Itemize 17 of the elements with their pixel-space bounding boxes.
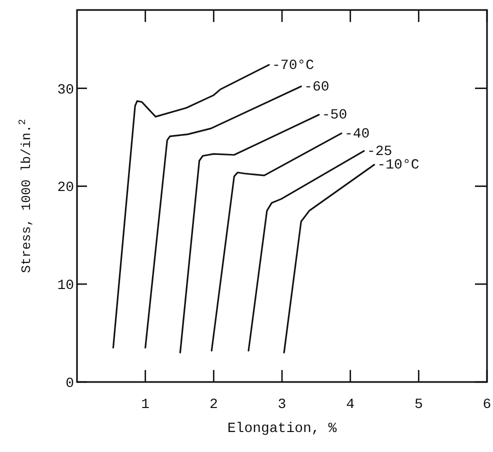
series-label: -25 [367, 144, 392, 160]
y-tick-label: 0 [66, 376, 74, 392]
y-tick-label: 20 [57, 180, 74, 196]
x-tick-label: 3 [278, 397, 286, 413]
y-tick-label: 10 [57, 278, 74, 294]
x-tick-label: 4 [346, 397, 355, 413]
x-tick-label: 6 [482, 397, 492, 413]
series-label: -40 [344, 126, 370, 142]
series-label: -70°C [272, 58, 314, 74]
x-tick-label: 2 [209, 397, 218, 413]
x-axis-title: Elongation, % [227, 421, 338, 437]
series-label: -60 [304, 79, 330, 96]
x-tick-label: 5 [414, 397, 423, 413]
x-tick-label: 1 [141, 397, 150, 413]
y-tick-label: 30 [57, 82, 74, 98]
series-label: -10°C [377, 158, 420, 174]
series-label: -50 [322, 108, 348, 124]
